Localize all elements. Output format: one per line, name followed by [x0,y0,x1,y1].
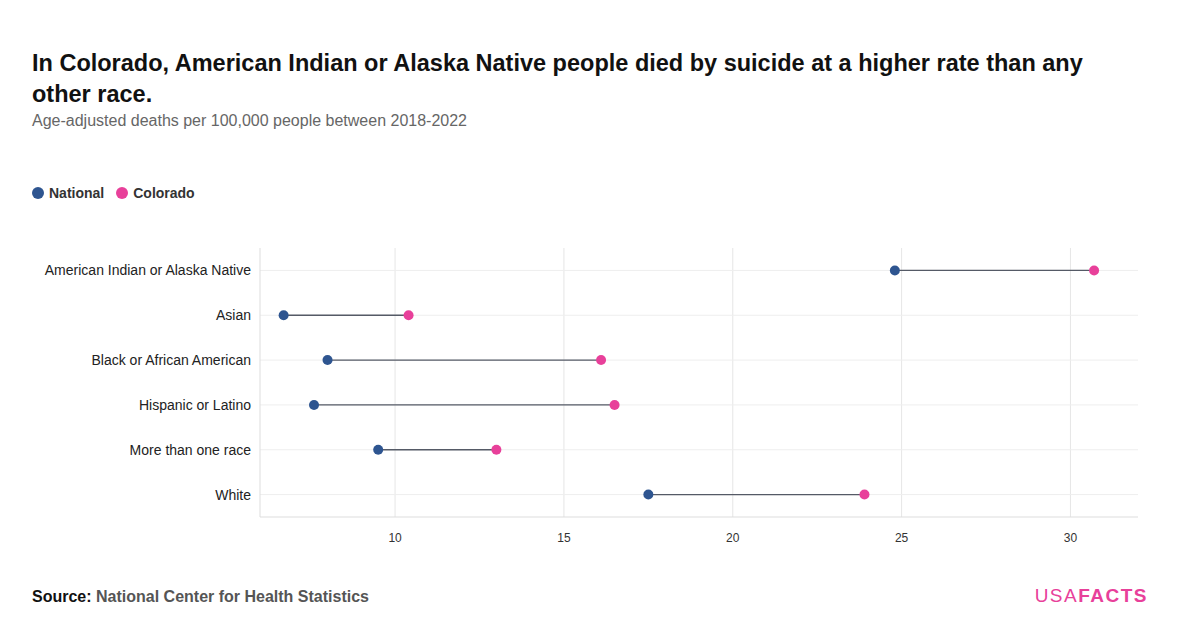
dot-colorado [596,355,606,365]
source: Source: National Center for Health Stati… [32,588,369,606]
source-text: National Center for Health Statistics [96,588,369,605]
title: In Colorado, American Indian or Alaska N… [32,48,1142,110]
connector [895,270,1094,271]
connector [314,404,615,405]
logo-part: FACTS [1078,585,1148,606]
legend-item: Colorado [116,185,194,201]
legend-swatch [116,187,128,199]
row-line [260,404,1138,405]
category-label: Black or African American [91,352,251,368]
row-line [260,360,1138,361]
connector [284,315,409,316]
source-label: Source: [32,588,92,605]
dot-colorado [491,445,501,455]
legend: National Colorado [32,185,207,201]
dot-colorado [859,490,869,500]
y-axis-line [260,248,261,517]
dot-national [279,310,289,320]
connector [648,494,864,495]
row-line [260,315,1138,316]
grid-line [1070,248,1071,517]
marks [279,265,1099,499]
category-label: White [215,487,251,503]
x-tick-label: 20 [726,531,740,545]
grid-line [563,248,564,517]
chart: 10 15 20 25 30 American Indian or Alaska Nati… [0,0,1200,628]
dot-national [309,400,319,410]
dot-national [323,355,333,365]
legend-label: National [49,185,104,201]
category-label: American Indian or Alaska Native [45,262,251,278]
row-line [260,449,1138,450]
x-tick-label: 30 [1064,531,1078,545]
logo: USAFACTS [1035,585,1148,607]
dot-colorado [404,310,414,320]
legend-label: Colorado [133,185,194,201]
dot-colorado [610,400,620,410]
grid-line [901,248,902,517]
grid-line [395,248,396,517]
connector [328,359,602,360]
row-line [260,270,1138,271]
logo-part: USA [1035,585,1079,606]
row-line [260,494,1138,495]
connector [378,449,496,450]
category-label: Asian [216,307,251,323]
x-tick-label: 10 [388,531,402,545]
legend-item: National [32,185,104,201]
dot-national [643,490,653,500]
dot-national [890,265,900,275]
category-label: Hispanic or Latino [139,397,251,413]
dot-colorado [1089,265,1099,275]
category-label: More than one race [130,442,252,458]
legend-swatch [32,187,44,199]
grid-line [732,248,733,517]
x-tick-label: 15 [557,531,571,545]
dot-national [373,445,383,455]
subtitle: Age-adjusted deaths per 100,000 people b… [32,112,467,130]
x-tick-label: 25 [895,531,909,545]
x-axis-line [260,517,1138,518]
